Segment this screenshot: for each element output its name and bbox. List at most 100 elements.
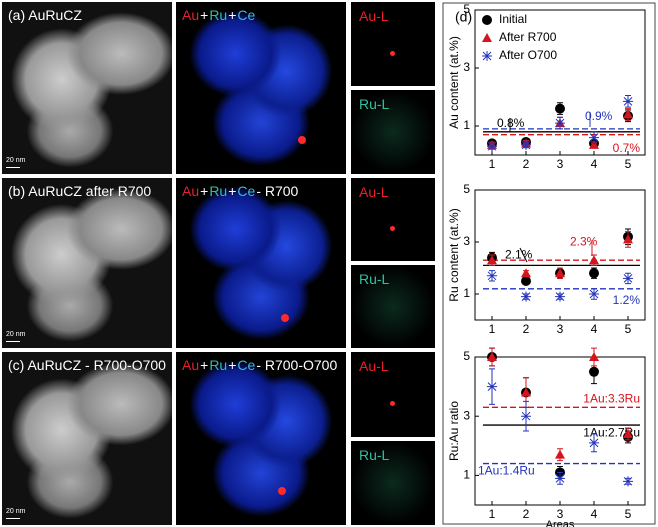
marker-o700	[521, 291, 531, 302]
au-spot	[278, 486, 286, 495]
map-title-part: +	[228, 357, 237, 373]
map-title-part: Au	[182, 183, 200, 199]
marker-r700	[555, 449, 565, 459]
y-axis-label: Au content (at.%)	[447, 36, 461, 129]
eds-map: Au+Ru+Ce	[176, 2, 346, 174]
scale-bar	[6, 341, 20, 342]
x-tick-label: 5	[625, 157, 632, 171]
x-tick-label: 2	[523, 507, 530, 521]
ru-map-label: Ru-L	[359, 271, 390, 287]
map-title-part: +	[200, 7, 209, 23]
au-map-label: Au-L	[359, 358, 389, 374]
marker-o700	[555, 118, 565, 129]
map-title-part: +	[228, 183, 237, 199]
legend-label: After O700	[499, 48, 557, 62]
reference-label: 1.2%	[613, 293, 641, 307]
y-tick-label: 5	[463, 182, 470, 196]
marker-o700	[623, 96, 633, 107]
marker-o700	[487, 141, 497, 152]
reference-label: 2.3%	[570, 234, 598, 248]
marker-initial	[482, 15, 492, 25]
marker-r700	[555, 268, 565, 278]
marker-o700	[521, 139, 531, 150]
x-tick-label: 5	[625, 322, 632, 336]
marker-o700	[589, 132, 599, 143]
y-tick-label: 1	[463, 118, 470, 132]
pointer-arrow	[519, 247, 528, 263]
ru-map: Ru-L	[351, 440, 435, 525]
marker-r700	[589, 352, 599, 361]
x-tick-label: 5	[625, 507, 632, 521]
marker-r700	[482, 33, 492, 42]
x-tick-label: 2	[523, 157, 530, 171]
au-spot	[298, 136, 307, 145]
map-title-part: Ce	[237, 357, 256, 373]
scale-bar	[6, 518, 20, 519]
map-title-part: Au	[182, 357, 200, 373]
ru-map: Ru-L	[351, 265, 435, 348]
x-tick-label: 1	[489, 322, 496, 336]
marker-o700	[589, 437, 599, 448]
stem-image: (b) AuRuCZ after R700 20 nm	[2, 178, 172, 348]
map-title-part: Ce	[237, 7, 256, 23]
au-map: Au-L	[351, 178, 435, 261]
marker-initial	[521, 276, 531, 286]
x-tick-label: 4	[591, 507, 598, 521]
stem-image: (a) AuRuCZ 20 nm	[2, 2, 172, 174]
y-tick-label: 3	[463, 234, 470, 248]
panel-label: (b) AuRuCZ after R700	[8, 183, 152, 199]
map-title-part: +	[200, 183, 209, 199]
panel-frame	[442, 2, 656, 525]
au-map-spot	[389, 50, 395, 56]
map-title: Au+Ru+Ce	[182, 7, 256, 23]
x-tick-label: 4	[591, 157, 598, 171]
map-title-part: Au	[182, 7, 200, 23]
y-tick-label: 5	[463, 2, 470, 16]
x-tick-label: 3	[557, 507, 564, 521]
marker-r700	[521, 387, 531, 397]
au-map-spot	[389, 226, 395, 232]
map-title: Au+Ru+Ce- R700	[182, 183, 299, 199]
y-tick-label: 5	[463, 349, 470, 363]
marker-r700	[589, 139, 599, 149]
legend-label: Initial	[499, 12, 527, 26]
x-axis-label: Areas	[546, 519, 575, 527]
marker-o700	[555, 291, 565, 302]
reference-label: 2.1%	[505, 248, 533, 262]
map-title-part: - R700-O700	[256, 357, 338, 373]
y-axis-label: Ru:Au ratio	[447, 401, 461, 461]
marker-r700	[623, 234, 633, 244]
eds-map: Au+Ru+Ce- R700-O700	[176, 352, 346, 525]
map-title: Au+Ru+Ce- R700-O700	[182, 357, 338, 373]
scale-bar-label: 20 nm	[6, 331, 26, 338]
marker-o700	[487, 270, 497, 281]
reference-label: 0.8%	[497, 116, 525, 130]
legend-label: After R700	[499, 30, 557, 44]
scale-bar-label: 20 nm	[6, 508, 26, 515]
map-title-part: +	[200, 357, 209, 373]
scale-bar	[6, 167, 20, 168]
map-title-part: Ru	[209, 357, 228, 373]
marker-r700	[623, 109, 633, 119]
x-tick-label: 1	[489, 157, 496, 171]
y-tick-label: 1	[463, 468, 470, 482]
map-title-part: Ce	[237, 183, 256, 199]
ru-map: Ru-L	[351, 90, 435, 174]
y-axis-label: Ru content (at.%)	[447, 208, 461, 301]
reference-label: 1Au:1.4Ru	[478, 464, 535, 478]
panel-label: (a) AuRuCZ	[8, 7, 82, 23]
map-title-part: - R700	[256, 183, 299, 199]
marker-initial	[555, 103, 565, 114]
au-map-label: Au-L	[359, 8, 389, 24]
marker-o700	[623, 273, 633, 284]
au-map: Au-L	[351, 2, 435, 86]
au-map: Au-L	[351, 352, 435, 437]
x-tick-label: 4	[591, 322, 598, 336]
marker-o700	[555, 473, 565, 484]
reference-label: 1Au:3.3Ru	[583, 391, 640, 405]
stem-image: (c) AuRuCZ - R700-O700 20 nm	[2, 352, 172, 525]
marker-r700	[589, 255, 599, 265]
map-title-part: Ru	[209, 7, 228, 23]
